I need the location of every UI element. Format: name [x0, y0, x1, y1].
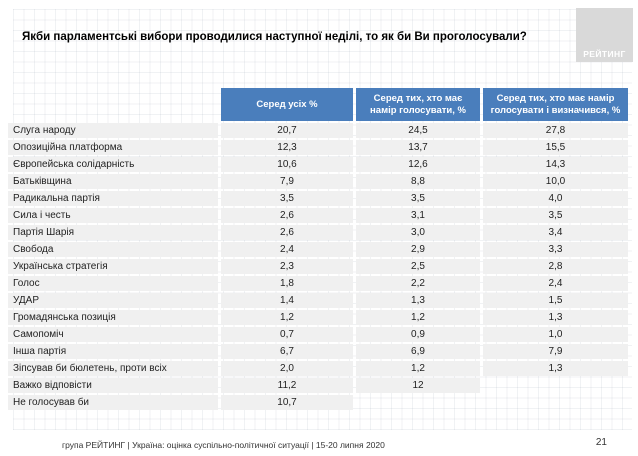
value-cell: 1,3	[483, 310, 628, 325]
value-cell: 2,0	[221, 361, 353, 376]
value-cell: 1,2	[221, 310, 353, 325]
value-cell: 10,7	[221, 395, 353, 410]
table-row: Важко відповісти 11,2 12	[8, 378, 628, 393]
value-cell: 10,0	[483, 174, 628, 189]
party-name-cell: Опозиційна платформа	[8, 140, 218, 155]
value-cell: 27,8	[483, 123, 628, 138]
value-cell: 3,4	[483, 225, 628, 240]
value-cell: 14,3	[483, 157, 628, 172]
value-cell: 1,5	[483, 293, 628, 308]
value-cell: 3,5	[356, 191, 480, 206]
value-cell: 12,3	[221, 140, 353, 155]
party-name-cell: Сила і честь	[8, 208, 218, 223]
value-cell: 3,5	[483, 208, 628, 223]
table-row: Свобода 2,4 2,9 3,3	[8, 242, 628, 257]
table-row: Партія Шарія 2,6 3,0 3,4	[8, 225, 628, 240]
party-name-cell: Свобода	[8, 242, 218, 257]
party-name-cell: Партія Шарія	[8, 225, 218, 240]
table-row: Голос 1,8 2,2 2,4	[8, 276, 628, 291]
value-cell: 3,5	[221, 191, 353, 206]
rating-logo-label: РЕЙТИНГ	[583, 49, 626, 59]
table-row: Українська стратегія 2,3 2,5 2,8	[8, 259, 628, 274]
table-header-row: Серед усіх % Серед тих, хто має намір го…	[8, 88, 628, 121]
table-row: Слуга народу 20,7 24,5 27,8	[8, 123, 628, 138]
table-row: Зіпсував би бюлетень, проти всіх 2,0 1,2…	[8, 361, 628, 376]
value-cell: 3,1	[356, 208, 480, 223]
value-cell: 0,9	[356, 327, 480, 342]
value-cell: 10,6	[221, 157, 353, 172]
value-cell: 7,9	[221, 174, 353, 189]
footer-source-text: група РЕЙТИНГ | Україна: оцінка суспільн…	[62, 440, 385, 450]
value-cell: 2,8	[483, 259, 628, 274]
table-row: Громадянська позиція 1,2 1,2 1,3	[8, 310, 628, 325]
value-cell	[483, 395, 628, 410]
table-row: УДАР 1,4 1,3 1,5	[8, 293, 628, 308]
party-name-cell: Зіпсував би бюлетень, проти всіх	[8, 361, 218, 376]
value-cell: 4,0	[483, 191, 628, 206]
value-cell: 1,0	[483, 327, 628, 342]
table-row: Опозиційна платформа 12,3 13,7 15,5	[8, 140, 628, 155]
party-name-cell: Слуга народу	[8, 123, 218, 138]
value-cell	[356, 395, 480, 410]
party-name-cell: Не голосував би	[8, 395, 218, 410]
column-header-decided: Серед тих, хто має намір голосувати і ви…	[483, 88, 628, 121]
party-name-cell: Важко відповісти	[8, 378, 218, 393]
party-name-cell: Голос	[8, 276, 218, 291]
value-cell: 1,8	[221, 276, 353, 291]
value-cell: 2,3	[221, 259, 353, 274]
value-cell: 2,6	[221, 208, 353, 223]
party-name-cell: Громадянська позиція	[8, 310, 218, 325]
value-cell: 2,5	[356, 259, 480, 274]
party-name-cell: Самопоміч	[8, 327, 218, 342]
value-cell: 2,4	[221, 242, 353, 257]
table-row: Інша партія 6,7 6,9 7,9	[8, 344, 628, 359]
value-cell: 1,3	[483, 361, 628, 376]
page-title: Якби парламентські вибори проводилися на…	[22, 31, 527, 43]
value-cell: 2,4	[483, 276, 628, 291]
party-name-cell: Українська стратегія	[8, 259, 218, 274]
value-cell: 3,3	[483, 242, 628, 257]
party-name-cell: Батьківщина	[8, 174, 218, 189]
value-cell: 12	[356, 378, 480, 393]
table-row: Самопоміч 0,7 0,9 1,0	[8, 327, 628, 342]
value-cell: 6,7	[221, 344, 353, 359]
value-cell: 20,7	[221, 123, 353, 138]
value-cell: 1,4	[221, 293, 353, 308]
value-cell: 0,7	[221, 327, 353, 342]
page-number: 21	[595, 437, 607, 448]
table-corner-cell	[8, 88, 218, 121]
table-row: Сила і честь 2,6 3,1 3,5	[8, 208, 628, 223]
party-name-cell: Радикальна партія	[8, 191, 218, 206]
party-name-cell: Європейська солідарність	[8, 157, 218, 172]
value-cell: 7,9	[483, 344, 628, 359]
value-cell: 1,2	[356, 361, 480, 376]
value-cell: 13,7	[356, 140, 480, 155]
value-cell: 1,2	[356, 310, 480, 325]
value-cell: 1,3	[356, 293, 480, 308]
party-name-cell: УДАР	[8, 293, 218, 308]
value-cell: 15,5	[483, 140, 628, 155]
value-cell: 24,5	[356, 123, 480, 138]
table-row: Європейська солідарність 10,6 12,6 14,3	[8, 157, 628, 172]
table-row: Не голосував би 10,7	[8, 395, 628, 410]
value-cell: 2,6	[221, 225, 353, 240]
value-cell: 6,9	[356, 344, 480, 359]
value-cell: 11,2	[221, 378, 353, 393]
value-cell: 2,2	[356, 276, 480, 291]
table-row: Радикальна партія 3,5 3,5 4,0	[8, 191, 628, 206]
value-cell: 8,8	[356, 174, 480, 189]
rating-logo: РЕЙТИНГ	[576, 8, 633, 62]
column-header-intend: Серед тих, хто має намір голосувати, %	[356, 88, 480, 121]
table-body: Слуга народу 20,7 24,5 27,8 Опозиційна п…	[8, 123, 628, 410]
column-header-all: Серед усіх %	[221, 88, 353, 121]
party-name-cell: Інша партія	[8, 344, 218, 359]
value-cell: 2,9	[356, 242, 480, 257]
value-cell: 12,6	[356, 157, 480, 172]
poll-table: Серед усіх % Серед тих, хто має намір го…	[8, 88, 628, 412]
value-cell	[483, 378, 628, 393]
value-cell: 3,0	[356, 225, 480, 240]
table-row: Батьківщина 7,9 8,8 10,0	[8, 174, 628, 189]
